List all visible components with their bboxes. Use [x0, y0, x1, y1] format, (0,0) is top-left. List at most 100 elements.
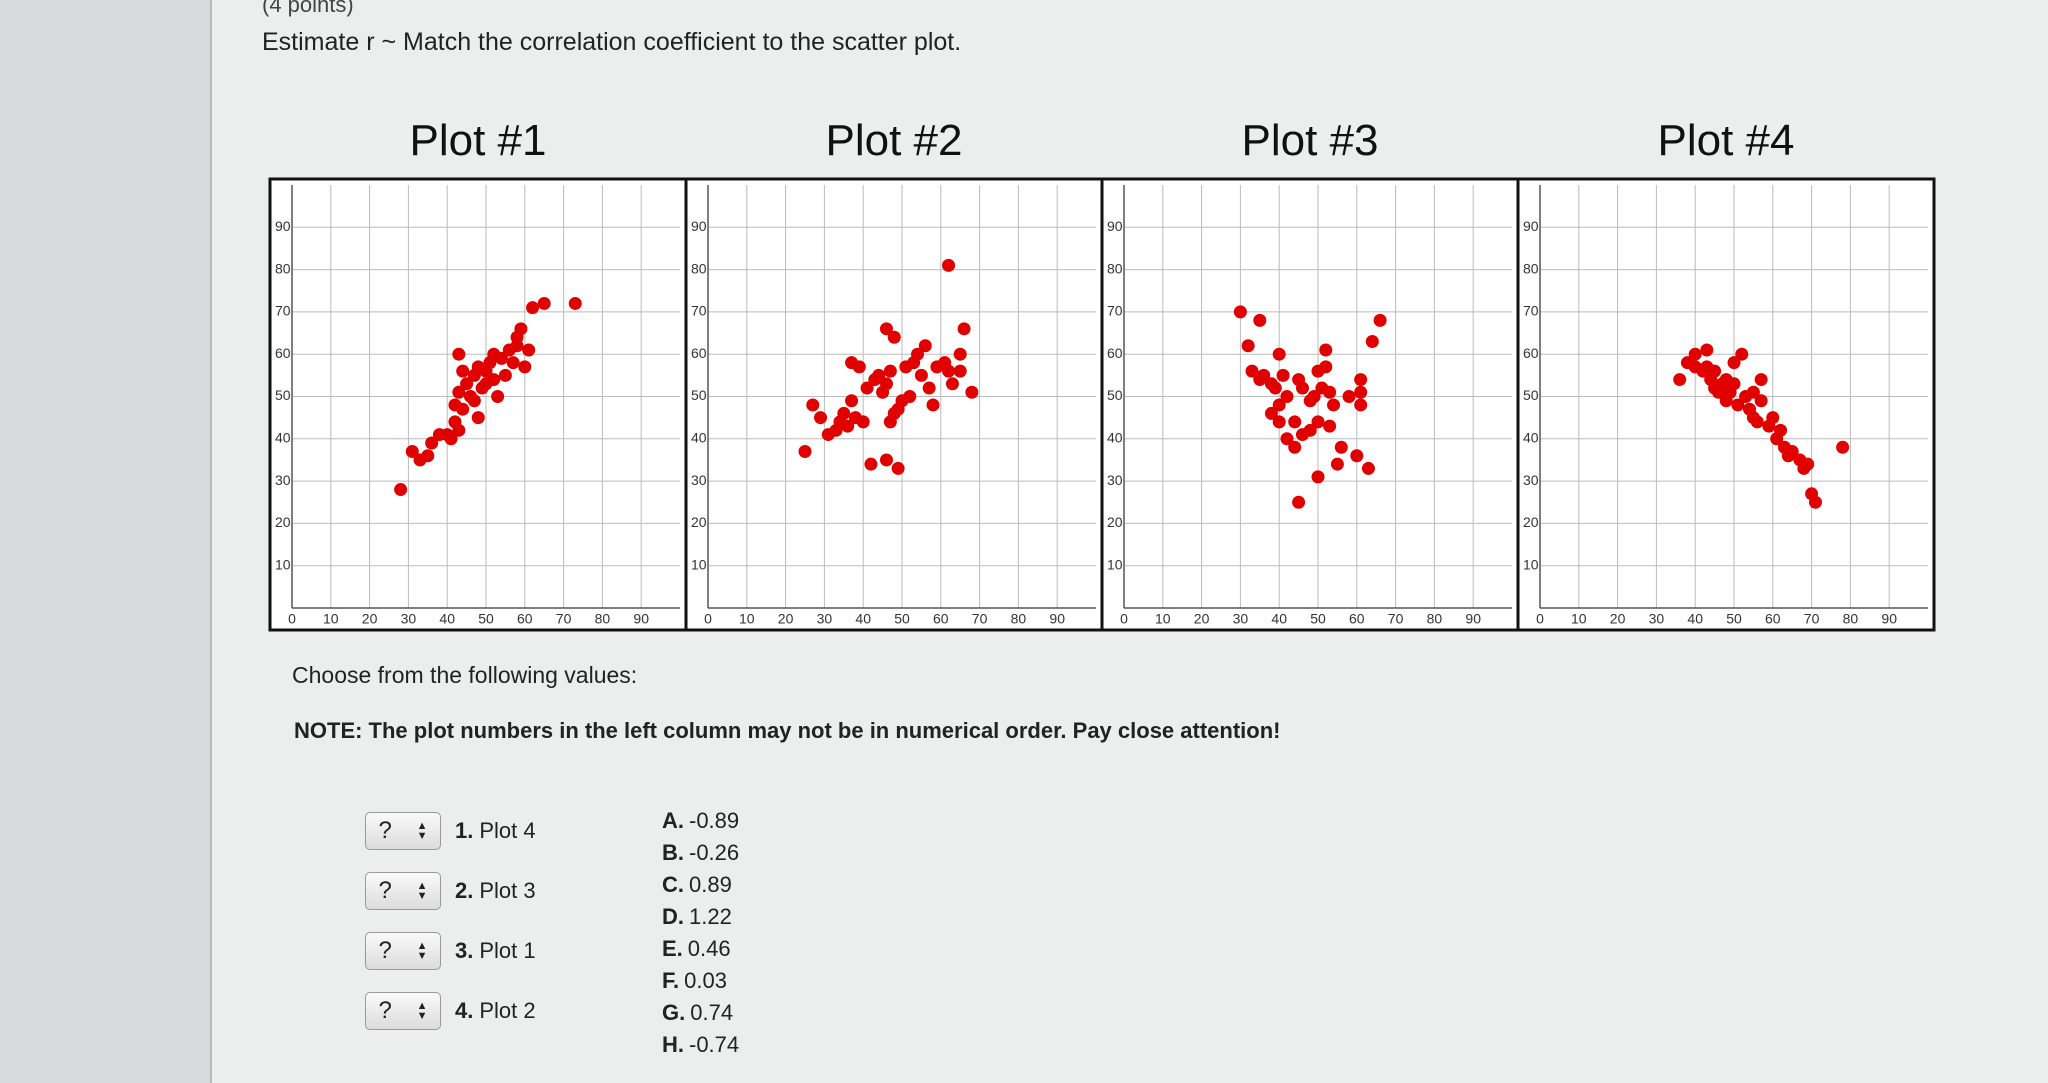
point: [467, 394, 481, 408]
x-tick-label: 70: [1804, 611, 1820, 627]
point: [1311, 415, 1325, 429]
point: [452, 347, 466, 361]
point: [1323, 419, 1337, 433]
point: [887, 330, 901, 344]
x-tick-label: 60: [1765, 611, 1781, 627]
point: [945, 377, 959, 391]
point: [957, 322, 971, 336]
point: [1319, 343, 1333, 357]
option-letter: F.: [662, 968, 680, 993]
x-tick-label: 50: [478, 611, 494, 627]
point: [1727, 356, 1741, 370]
match-row: ? ▲ ▼ 1. Plot 4: [365, 812, 536, 850]
point: [425, 436, 439, 450]
y-tick-label: 70: [691, 303, 707, 319]
point: [479, 377, 493, 391]
point: [1754, 373, 1768, 387]
point: [394, 483, 408, 497]
y-tick-label: 70: [1107, 303, 1123, 319]
y-tick-label: 50: [1107, 387, 1123, 403]
select-arrows: ▲ ▼: [416, 880, 428, 902]
scatter-plot: Plot #2 0 10 20 30 40 50 60 70 80 90 10 20 30 40 50 60 70…: [684, 116, 1104, 632]
point: [1735, 347, 1749, 361]
point: [456, 402, 470, 416]
plot-title: Plot #1: [410, 116, 547, 165]
match-label: Plot 3: [479, 878, 536, 903]
point: [879, 453, 893, 467]
point: [1288, 415, 1302, 429]
match-number: 2.: [455, 878, 474, 903]
point: [471, 411, 485, 425]
option-value: 0.46: [687, 936, 731, 961]
point: [1808, 495, 1822, 509]
point: [1280, 432, 1294, 446]
answer-select[interactable]: ? ▲ ▼: [365, 992, 441, 1030]
x-tick-label: 10: [1571, 611, 1587, 627]
x-tick-label: 80: [1427, 611, 1443, 627]
x-tick-label: 90: [633, 611, 649, 627]
point: [852, 360, 866, 374]
answer-select[interactable]: ? ▲ ▼: [365, 872, 441, 910]
y-tick-label: 50: [275, 387, 291, 403]
point: [537, 296, 551, 310]
point: [1245, 364, 1259, 378]
match-row: ? ▲ ▼ 2. Plot 3: [365, 872, 536, 910]
point: [498, 368, 512, 382]
x-tick-label: 20: [1610, 611, 1626, 627]
y-tick-label: 70: [275, 303, 291, 319]
option-value: 1.22: [689, 904, 732, 929]
match-row: ? ▲ ▼ 3. Plot 1: [365, 932, 536, 970]
y-tick-label: 40: [1523, 430, 1539, 446]
option: E. 0.46: [662, 936, 731, 962]
x-tick-label: 70: [972, 611, 988, 627]
y-tick-label: 60: [1107, 345, 1123, 361]
point: [1268, 381, 1282, 395]
answer-select[interactable]: ? ▲ ▼: [365, 812, 441, 850]
x-tick-label: 0: [1120, 611, 1128, 627]
option: G. 0.74: [662, 1000, 733, 1026]
x-tick-label: 30: [817, 611, 833, 627]
point: [864, 457, 878, 471]
select-value: ?: [378, 997, 392, 1024]
point: [452, 385, 466, 399]
point: [405, 444, 419, 458]
y-tick-label: 70: [1523, 303, 1539, 319]
point: [526, 301, 540, 315]
point: [965, 385, 979, 399]
point: [837, 406, 851, 420]
point: [1801, 457, 1815, 471]
x-tick-label: 80: [1011, 611, 1027, 627]
y-tick-label: 90: [691, 218, 707, 234]
select-value: ?: [378, 877, 392, 904]
match-number: 1.: [455, 818, 474, 843]
point: [456, 364, 470, 378]
point: [856, 415, 870, 429]
option-letter: A.: [662, 808, 684, 833]
x-tick-label: 0: [1536, 611, 1544, 627]
y-tick-label: 80: [691, 260, 707, 276]
x-tick-label: 30: [401, 611, 417, 627]
point: [1354, 385, 1368, 399]
point: [914, 368, 928, 382]
y-tick-label: 60: [1523, 345, 1539, 361]
point: [953, 364, 967, 378]
point: [1330, 457, 1344, 471]
option-value: -0.89: [689, 808, 740, 833]
y-tick-label: 90: [275, 218, 291, 234]
x-tick-label: 60: [933, 611, 949, 627]
option-value: 0.74: [690, 1000, 734, 1025]
answer-select[interactable]: ? ▲ ▼: [365, 932, 441, 970]
y-tick-label: 80: [1523, 260, 1539, 276]
point: [568, 296, 582, 310]
y-tick-label: 80: [1107, 260, 1123, 276]
point: [518, 360, 532, 374]
point: [814, 411, 828, 425]
point: [1350, 449, 1364, 463]
point: [942, 364, 956, 378]
plot-title: Plot #3: [1242, 116, 1379, 165]
point: [860, 381, 874, 395]
scatter-plot: Plot #1 0 10 20 30 40 50 60 70 80 90 10 20 30 40 50 60 70…: [268, 116, 688, 632]
x-tick-label: 70: [1388, 611, 1404, 627]
x-tick-label: 90: [1049, 611, 1065, 627]
point: [1700, 343, 1714, 357]
